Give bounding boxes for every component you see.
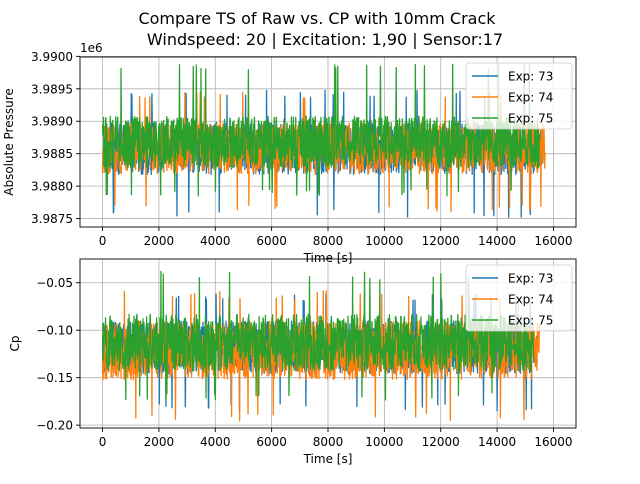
bottom-ytick-label: −0.20 xyxy=(36,419,73,433)
top-xtick-label: 12000 xyxy=(422,234,460,248)
bottom-series-75-line xyxy=(101,270,535,401)
bottom-xtick-label: 6000 xyxy=(256,435,287,449)
bottom-xtick-label: 4000 xyxy=(200,435,231,449)
bottom-xlabel: Time [s] xyxy=(303,452,353,466)
top-xlabel: Time [s] xyxy=(303,251,353,265)
top-ytick-label: 3.9875 xyxy=(31,212,73,226)
top-offset-text: 1e6 xyxy=(80,41,103,55)
top-xtick-label: 16000 xyxy=(534,234,572,248)
top-xtick-label: 8000 xyxy=(313,234,344,248)
bottom-xtick-label: 12000 xyxy=(422,435,460,449)
bottom-legend-label-75: Exp: 75 xyxy=(508,314,553,328)
bottom-ytick-label: −0.05 xyxy=(36,276,73,290)
top-ylabel: Absolute Pressure xyxy=(2,88,16,196)
top-ytick-label: 3.9890 xyxy=(31,115,73,129)
top-ytick-label: 3.9885 xyxy=(31,147,73,161)
bottom-ytick-label: −0.10 xyxy=(36,324,73,338)
bottom-legend: Exp: 73 Exp: 74 Exp: 75 xyxy=(465,264,573,332)
bottom-series-group xyxy=(101,270,541,422)
bottom-legend-label-73: Exp: 73 xyxy=(508,272,553,286)
top-ytick-label: 3.9900 xyxy=(31,50,73,64)
bottom-xtick-label: 14000 xyxy=(478,435,516,449)
top-xtick-label: 2000 xyxy=(144,234,175,248)
top-xtick-label: 0 xyxy=(99,234,107,248)
top-ytick-label: 3.9895 xyxy=(31,82,73,96)
bottom-axes: 0 2000 4000 6000 8000 10000 12000 14000 16000 −0.… xyxy=(8,258,577,466)
figure-title-line1: Compare TS of Raw vs. CP with 10mm Crack xyxy=(138,9,496,28)
top-xtick-label: 10000 xyxy=(365,234,403,248)
top-xtick-label: 4000 xyxy=(200,234,231,248)
bottom-xtick-label: 8000 xyxy=(313,435,344,449)
bottom-ylabel: Cp xyxy=(8,336,22,352)
top-series-75-line xyxy=(101,62,541,197)
top-xtick-label: 6000 xyxy=(256,234,287,248)
bottom-legend-label-74: Exp: 74 xyxy=(508,293,553,307)
top-axes: 0 2000 4000 6000 8000 10000 12000 14000 16000 3.9… xyxy=(2,41,577,265)
top-series-group xyxy=(101,62,546,218)
bottom-xtick-label: 0 xyxy=(99,435,107,449)
top-legend-label-74: Exp: 74 xyxy=(508,91,553,105)
top-legend-label-73: Exp: 73 xyxy=(508,70,553,84)
bottom-ytick-label: −0.15 xyxy=(36,371,73,385)
bottom-legend-box xyxy=(465,264,573,332)
figure-title-line2: Windspeed: 20 | Excitation: 1,90 | Senso… xyxy=(147,30,503,49)
top-legend: Exp: 73 Exp: 74 Exp: 75 xyxy=(465,62,573,130)
top-ytick-label: 3.9880 xyxy=(31,180,73,194)
bottom-xtick-label: 16000 xyxy=(534,435,572,449)
top-xtick-label: 14000 xyxy=(478,234,516,248)
top-legend-label-75: Exp: 75 xyxy=(508,112,553,126)
bottom-xtick-label: 10000 xyxy=(365,435,403,449)
bottom-xtick-label: 2000 xyxy=(144,435,175,449)
top-legend-box xyxy=(465,62,573,130)
